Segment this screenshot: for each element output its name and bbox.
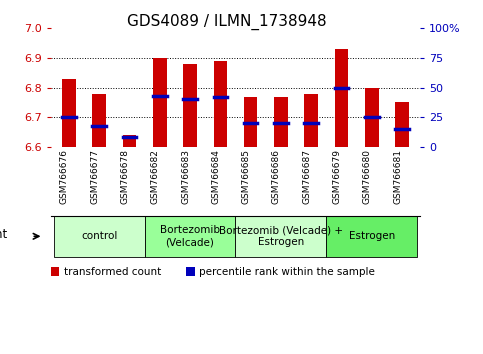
Bar	[92, 93, 106, 147]
Text: Estrogen: Estrogen	[349, 231, 395, 241]
Text: GSM766680: GSM766680	[363, 149, 372, 204]
Text: GSM766679: GSM766679	[332, 149, 341, 204]
Text: GDS4089 / ILMN_1738948: GDS4089 / ILMN_1738948	[127, 14, 327, 30]
Text: GSM766685: GSM766685	[242, 149, 251, 204]
Text: transformed count: transformed count	[64, 267, 161, 277]
Text: percentile rank within the sample: percentile rank within the sample	[199, 267, 375, 277]
Bar	[335, 49, 348, 147]
Text: agent: agent	[0, 228, 7, 241]
Bar	[304, 93, 318, 147]
Text: GSM766681: GSM766681	[393, 149, 402, 204]
Text: GSM766684: GSM766684	[212, 149, 220, 204]
Text: GSM766677: GSM766677	[90, 149, 99, 204]
Bar	[123, 135, 136, 147]
Text: GSM766678: GSM766678	[120, 149, 129, 204]
Bar	[153, 58, 167, 147]
Text: GSM766687: GSM766687	[302, 149, 311, 204]
Bar	[213, 61, 227, 147]
Text: GSM766683: GSM766683	[181, 149, 190, 204]
Text: Bortezomib (Velcade) +
Estrogen: Bortezomib (Velcade) + Estrogen	[219, 225, 343, 247]
Bar	[274, 97, 288, 147]
Text: control: control	[81, 231, 117, 241]
Bar	[365, 88, 379, 147]
Bar	[62, 79, 76, 147]
Text: Bortezomib
(Velcade): Bortezomib (Velcade)	[160, 225, 220, 247]
Text: GSM766686: GSM766686	[272, 149, 281, 204]
Bar	[183, 64, 197, 147]
Bar	[395, 102, 409, 147]
Text: GSM766682: GSM766682	[151, 149, 160, 204]
Text: GSM766676: GSM766676	[60, 149, 69, 204]
Bar	[244, 97, 257, 147]
